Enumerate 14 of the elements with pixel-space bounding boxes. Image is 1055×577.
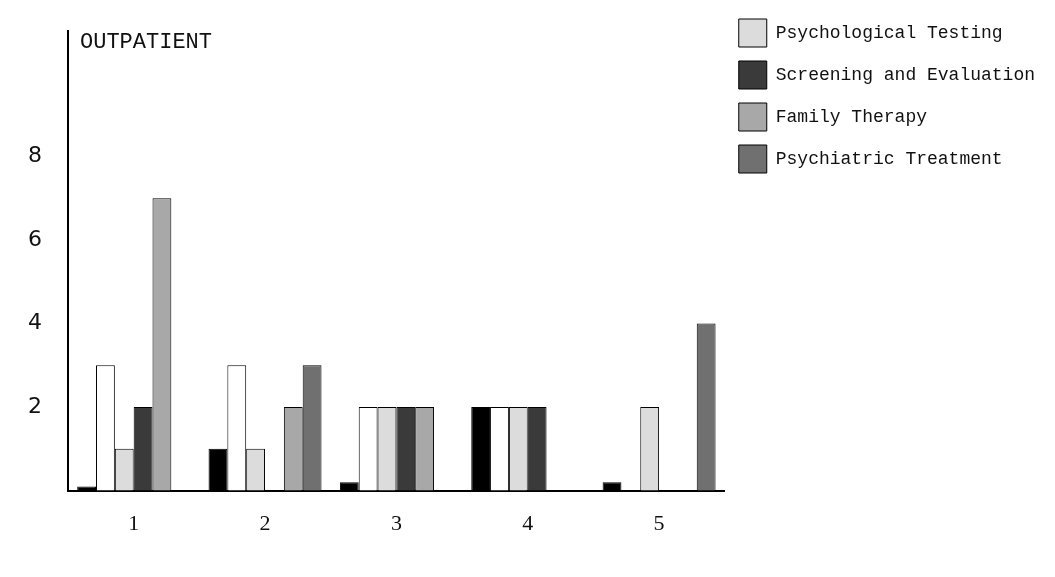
x-tick-label: 1	[128, 509, 140, 535]
x-tick-label: 2	[259, 509, 271, 535]
x-tick-label: 4	[522, 509, 534, 535]
y-tick-label: 2	[28, 392, 42, 418]
x-tick-label: 5	[653, 509, 665, 535]
legend-label: Psychological Testing	[775, 22, 1003, 43]
legend-label: Psychiatric Treatment	[775, 148, 1003, 169]
legend-label: Screening and Evaluation	[775, 64, 1036, 85]
x-tick-label: 3	[390, 509, 402, 535]
legend-label: Family Therapy	[775, 106, 928, 127]
y-tick-label: 4	[28, 309, 42, 335]
y-tick-label: 8	[28, 142, 42, 168]
y-tick-label: 6	[28, 225, 42, 251]
chart-title: OUTPATIENT	[80, 30, 213, 55]
